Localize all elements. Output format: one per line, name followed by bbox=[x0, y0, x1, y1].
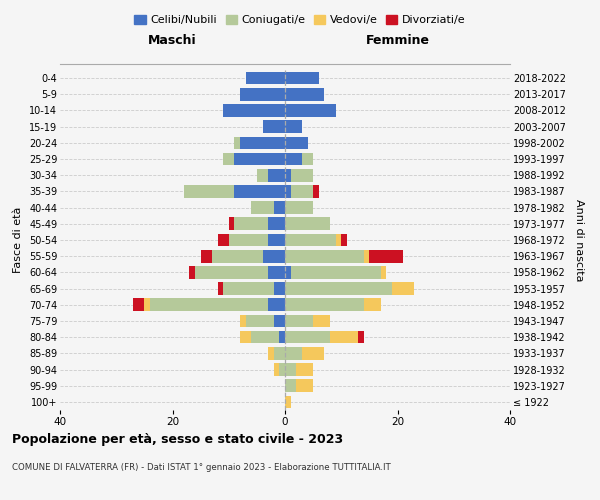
Bar bbox=[240, 136, 285, 149]
Bar bbox=[302, 347, 325, 360]
Bar bbox=[285, 169, 290, 181]
Bar bbox=[274, 314, 285, 328]
Bar bbox=[285, 152, 302, 166]
Bar bbox=[341, 234, 347, 246]
Bar bbox=[218, 234, 229, 246]
Bar bbox=[285, 298, 364, 311]
Bar bbox=[184, 185, 235, 198]
Bar bbox=[302, 152, 313, 166]
Bar bbox=[285, 185, 290, 198]
Bar bbox=[240, 331, 251, 344]
Bar bbox=[285, 363, 296, 376]
Bar bbox=[257, 169, 268, 181]
Bar bbox=[280, 331, 285, 344]
Bar bbox=[364, 298, 380, 311]
Bar bbox=[285, 331, 330, 344]
Bar bbox=[240, 314, 245, 328]
Y-axis label: Fasce di età: Fasce di età bbox=[13, 207, 23, 273]
Bar bbox=[229, 234, 268, 246]
Bar bbox=[274, 347, 285, 360]
Bar bbox=[285, 314, 313, 328]
Text: Popolazione per età, sesso e stato civile - 2023: Popolazione per età, sesso e stato civil… bbox=[12, 432, 343, 446]
Bar bbox=[285, 104, 335, 117]
Bar bbox=[285, 202, 313, 214]
Bar bbox=[274, 363, 280, 376]
Bar bbox=[296, 363, 313, 376]
Bar bbox=[133, 298, 145, 311]
Bar bbox=[364, 250, 370, 262]
Bar bbox=[380, 266, 386, 278]
Bar bbox=[285, 380, 296, 392]
Bar bbox=[274, 202, 285, 214]
Bar bbox=[280, 363, 285, 376]
Bar bbox=[240, 88, 285, 101]
Bar bbox=[285, 120, 302, 133]
Bar bbox=[330, 331, 358, 344]
Bar bbox=[335, 234, 341, 246]
Bar bbox=[370, 250, 403, 262]
Bar bbox=[223, 104, 285, 117]
Bar bbox=[290, 185, 313, 198]
Bar bbox=[268, 347, 274, 360]
Bar bbox=[268, 234, 285, 246]
Bar bbox=[235, 136, 240, 149]
Bar bbox=[313, 185, 319, 198]
Bar bbox=[285, 347, 302, 360]
Text: Maschi: Maschi bbox=[148, 34, 197, 48]
Bar bbox=[290, 266, 380, 278]
Bar bbox=[392, 282, 415, 295]
Bar bbox=[268, 218, 285, 230]
Bar bbox=[263, 120, 285, 133]
Bar bbox=[274, 282, 285, 295]
Bar bbox=[285, 282, 392, 295]
Bar bbox=[268, 266, 285, 278]
Bar bbox=[313, 314, 330, 328]
Bar bbox=[251, 331, 280, 344]
Bar bbox=[358, 331, 364, 344]
Bar bbox=[251, 202, 274, 214]
Bar bbox=[285, 234, 335, 246]
Bar bbox=[223, 282, 274, 295]
Bar bbox=[285, 266, 290, 278]
Bar bbox=[296, 380, 313, 392]
Bar bbox=[218, 282, 223, 295]
Bar bbox=[245, 314, 274, 328]
Bar bbox=[285, 250, 364, 262]
Bar bbox=[285, 72, 319, 85]
Text: COMUNE DI FALVATERRA (FR) - Dati ISTAT 1° gennaio 2023 - Elaborazione TUTTITALIA: COMUNE DI FALVATERRA (FR) - Dati ISTAT 1… bbox=[12, 462, 391, 471]
Bar bbox=[245, 72, 285, 85]
Bar bbox=[190, 266, 195, 278]
Text: Femmine: Femmine bbox=[365, 34, 430, 48]
Y-axis label: Anni di nascita: Anni di nascita bbox=[574, 198, 584, 281]
Bar bbox=[235, 218, 268, 230]
Bar bbox=[268, 298, 285, 311]
Bar bbox=[285, 218, 330, 230]
Bar bbox=[235, 185, 285, 198]
Bar bbox=[263, 250, 285, 262]
Bar bbox=[268, 169, 285, 181]
Bar bbox=[223, 152, 235, 166]
Bar bbox=[285, 88, 325, 101]
Bar bbox=[212, 250, 263, 262]
Bar bbox=[195, 266, 268, 278]
Bar bbox=[229, 218, 235, 230]
Legend: Celibi/Nubili, Coniugati/e, Vedovi/e, Divorziati/e: Celibi/Nubili, Coniugati/e, Vedovi/e, Di… bbox=[130, 10, 470, 30]
Bar bbox=[145, 298, 150, 311]
Bar bbox=[285, 396, 290, 408]
Bar bbox=[285, 136, 308, 149]
Bar bbox=[235, 152, 285, 166]
Bar bbox=[150, 298, 268, 311]
Bar bbox=[200, 250, 212, 262]
Bar bbox=[290, 169, 313, 181]
